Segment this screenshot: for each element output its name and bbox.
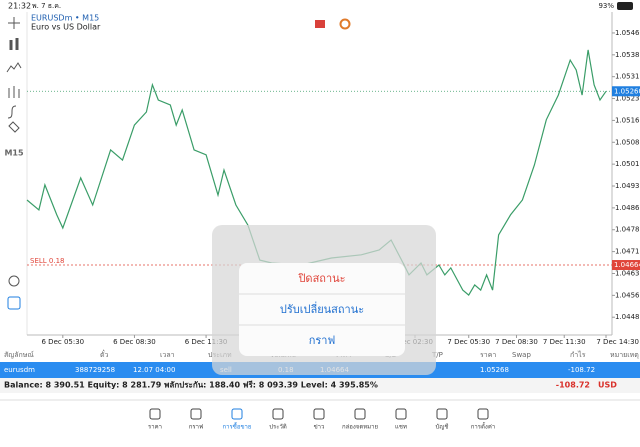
tab-label[interactable]: กล่องจดหมาย: [342, 424, 378, 431]
status-time: 21:32: [8, 2, 31, 11]
column-header: กำไร: [570, 350, 586, 359]
tab-icon[interactable]: [149, 408, 161, 420]
objects-icon: [8, 121, 20, 133]
tab-label[interactable]: ราคา: [148, 424, 162, 431]
candles-icon: [9, 38, 19, 50]
y-tick-label: 1.04860: [615, 204, 640, 212]
tab-label[interactable]: ประวัติ: [269, 424, 287, 431]
current-price-label: 1.05260: [614, 87, 640, 95]
column-header: ราคา: [480, 351, 496, 359]
tab-icon[interactable]: [190, 408, 202, 420]
x-tick-label: 7 Dec 14:30: [596, 338, 639, 346]
summary-profit: -108.72: [556, 381, 590, 390]
tab-label[interactable]: การซื้อขาย: [223, 421, 252, 431]
y-tick-label: 1.05460: [615, 29, 640, 37]
tab-icon[interactable]: [436, 408, 448, 420]
signal-icon: [339, 18, 351, 30]
tab-icon[interactable]: [354, 408, 366, 420]
chart-title: EURUSDm • M15: [31, 14, 99, 23]
column-header: เวลา: [160, 351, 175, 359]
x-tick-label: 7 Dec 08:30: [495, 338, 538, 346]
function-icon: [7, 105, 17, 119]
x-tick-label: 7 Dec 05:30: [447, 338, 490, 346]
tab-bar: ราคา กราฟ การซื้อขาย ประวัติ ข่าว กล่องจดหมาย…: [148, 408, 495, 431]
left-toolbar: [6, 17, 22, 310]
popup: ปิดสถานะ ปรับเปลี่ยนสถานะ กราฟ: [212, 225, 436, 375]
popup-panel: [239, 263, 405, 356]
y-tick-label: 1.05310: [615, 73, 640, 81]
x-tick-label: 7 Dec 11:30: [543, 338, 586, 346]
y-tick-label: 1.04485: [615, 313, 640, 321]
y-tick-label: 1.04560: [615, 291, 640, 299]
cell-time: 12.07 04:00: [133, 366, 175, 374]
tab-icon[interactable]: [272, 408, 284, 420]
y-tick-label: 1.04710: [615, 248, 640, 256]
y-tick-label: 1.04785: [615, 226, 640, 234]
y-tick-label: 1.05010: [615, 160, 640, 168]
order-name: SELL 0.18: [30, 257, 64, 265]
current-price-box: [612, 86, 640, 97]
popup-modify[interactable]: ปรับเปลี่ยนสถานะ: [280, 301, 364, 316]
tab-icon[interactable]: [313, 408, 325, 420]
tab-icon[interactable]: [231, 408, 243, 420]
search-icon: [8, 275, 20, 287]
y-tick-label: 1.05085: [615, 138, 640, 146]
crosshair-icon: [8, 17, 20, 29]
x-tick-label: 6 Dec 11:30: [185, 338, 228, 346]
tab-label[interactable]: แชท: [395, 424, 407, 431]
flag-icon: [315, 20, 325, 28]
battery-text: 93%: [598, 2, 614, 10]
battery-icon: [617, 2, 633, 10]
order-price-label: 1.04664: [614, 261, 640, 269]
tab-icon[interactable]: [477, 408, 489, 420]
summary-text: Balance: 8 390.51 Equity: 8 281.79 พลักป…: [4, 380, 378, 390]
summary-row: [0, 378, 640, 393]
column-header: สัญลักษณ์: [4, 351, 34, 359]
column-header: T/P: [431, 351, 443, 359]
y-tick-label: 1.04935: [615, 182, 640, 190]
cell-profit: -108.72: [568, 366, 595, 374]
timeframe: M15: [4, 149, 24, 158]
cell-symbol: eurusdm: [4, 366, 35, 374]
settings-icon: [8, 86, 20, 98]
y-tick-label: 1.05160: [615, 116, 640, 124]
y-tick-label: 1.05385: [615, 51, 640, 59]
cell-price: 1.05268: [480, 366, 509, 374]
y-tick-label: 1.05235: [615, 95, 640, 103]
tab-label[interactable]: ข่าว: [314, 424, 325, 431]
tab-label[interactable]: บัญชี: [436, 423, 449, 431]
column-header: หมายเหตุ: [610, 351, 639, 359]
column-header: ตั๋ว: [100, 350, 109, 359]
column-header: Swap: [512, 351, 531, 359]
tab-icon[interactable]: [395, 408, 407, 420]
x-tick-label: 6 Dec 08:30: [113, 338, 156, 346]
indicators-icon: [6, 62, 22, 73]
x-tick-label: 6 Dec 05:30: [42, 338, 85, 346]
y-tick-label: 1.04635: [615, 269, 640, 277]
tab-label[interactable]: กราฟ: [189, 424, 203, 431]
popup-chart[interactable]: กราฟ: [309, 334, 336, 347]
popup-close[interactable]: ปิดสถานะ: [297, 272, 345, 285]
order-price-box: [612, 260, 640, 271]
cell-ticket: 388729258: [75, 366, 115, 374]
chart-subtitle: Euro vs US Dollar: [31, 23, 101, 32]
status-date: พ. 7 ธ.ค.: [32, 2, 61, 10]
tab-label[interactable]: การตั้งค่า: [471, 421, 495, 431]
trade-icon: [7, 296, 21, 310]
summary-currency: USD: [598, 381, 617, 390]
